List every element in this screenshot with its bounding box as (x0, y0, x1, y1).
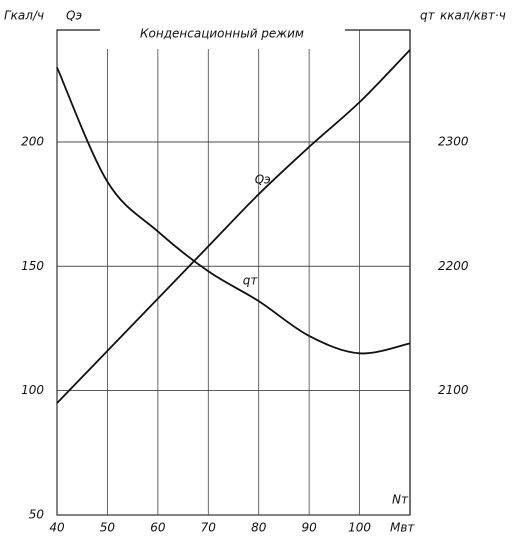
y-tick-label: 200 (21, 134, 44, 148)
x-tick-label: 90 (302, 521, 318, 535)
y2-tick-label: 2100 (438, 383, 469, 397)
plot-frame (56, 29, 411, 516)
x-tick-label: 100 (348, 521, 371, 535)
y-tick-label: 150 (21, 259, 44, 273)
y-tick-label: 100 (21, 383, 44, 397)
y-axis-symbol: Qэ (66, 9, 82, 23)
series-label: qт (243, 274, 259, 288)
y2-axis-symbol: qт (420, 9, 436, 23)
y-tick-label: 50 (29, 508, 45, 522)
x-tick-label: 40 (49, 521, 65, 535)
x-tick-label: 70 (201, 521, 217, 535)
y2-tick-label: 2300 (438, 134, 469, 148)
title-box (100, 19, 345, 49)
x-tick-label: 80 (251, 521, 267, 535)
series-label: Qэ (255, 173, 271, 187)
y2-tick-label: 2200 (438, 259, 469, 273)
x-tick-label: 60 (150, 521, 166, 535)
x-tick-label: 50 (100, 521, 116, 535)
x-axis-label: Nт (392, 493, 409, 507)
y2-axis-label: ккал/квт·ч (440, 9, 506, 23)
x-axis-unit: Мвт (390, 521, 415, 535)
series-line (56, 49, 411, 404)
y-axis-label: Гкал/ч (4, 9, 44, 23)
chart-title: Конденсационный режим (140, 27, 304, 41)
series-line (56, 66, 411, 355)
